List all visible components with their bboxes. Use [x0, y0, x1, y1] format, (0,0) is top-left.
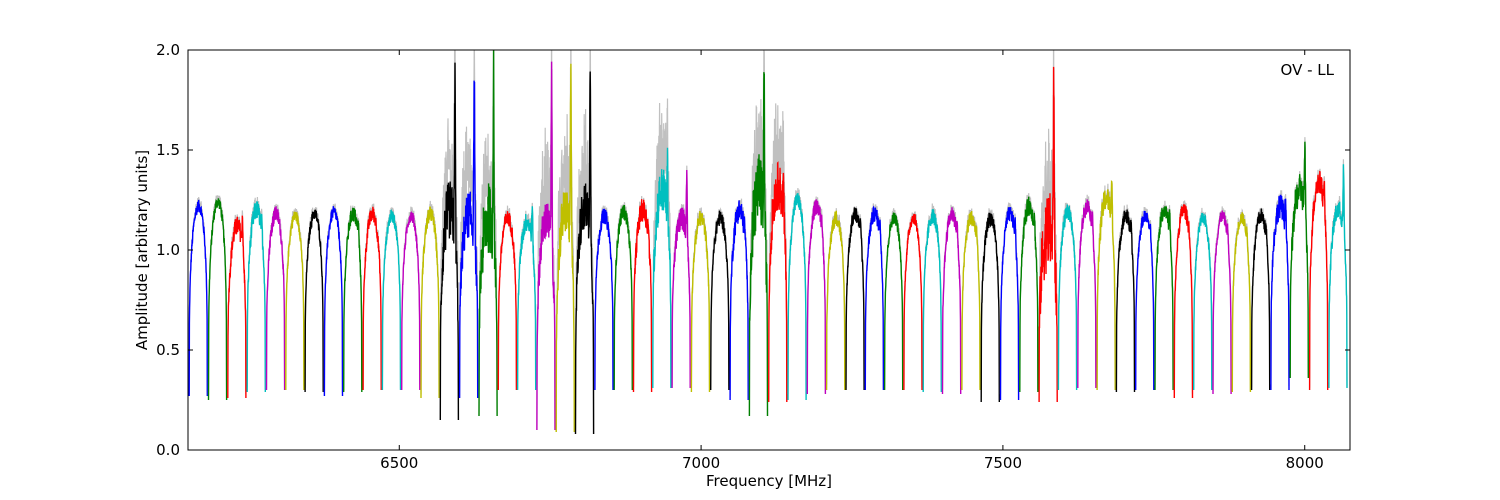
channel-line: [574, 71, 595, 435]
channel-line: [285, 211, 305, 391]
channel-line: [1308, 170, 1329, 391]
raw-channel-line: [884, 208, 904, 390]
x-tick-label: 8000: [1286, 454, 1324, 472]
raw-channel-line: [1057, 202, 1078, 390]
channel-line: [883, 212, 904, 391]
channel-line: [710, 210, 730, 391]
channel-line: [1115, 209, 1136, 393]
y-tick-label: 0.0: [156, 441, 180, 459]
y-tick-label: 1.0: [156, 241, 180, 259]
channel-line: [381, 209, 402, 391]
raw-channel-line: [497, 205, 517, 387]
raw-channel-line: [826, 208, 846, 387]
y-tick-label: 0.5: [156, 341, 180, 359]
channel-line: [864, 205, 885, 391]
channel-line: [516, 206, 537, 391]
channel-line: [1212, 210, 1232, 395]
channel-line: [555, 63, 575, 433]
channel-line: [748, 72, 769, 417]
raw-channel-line: [265, 203, 286, 389]
channel-line: [1096, 179, 1116, 391]
channel-line: [497, 211, 518, 391]
channel-line: [787, 193, 807, 401]
raw-channel-line: [1173, 200, 1194, 395]
channel-line: [478, 50, 498, 417]
channel-line: [690, 210, 711, 393]
y-axis: 0.0 0.5 1.0 1.5 2.0: [156, 41, 1350, 459]
raw-channel-line: [729, 198, 749, 399]
channel-line: [632, 199, 653, 393]
channel-line: [961, 210, 981, 391]
channel-line: [768, 161, 788, 403]
channel-line: [439, 62, 460, 421]
channel-line: [1077, 199, 1097, 389]
channel-line: [1057, 204, 1078, 391]
channel-line: [401, 210, 421, 391]
raw-channel-line: [304, 207, 324, 390]
channel-line: [265, 206, 286, 391]
raw-channel-line: [381, 207, 402, 389]
y-tick-label: 2.0: [156, 41, 180, 59]
channel-line: [1250, 208, 1271, 391]
x-axis: 6500 7000 7500 8000: [380, 50, 1324, 472]
raw-channel-line: [420, 200, 440, 395]
channel-line: [594, 208, 614, 391]
channel-line: [323, 206, 344, 397]
x-tick-label: 7000: [682, 454, 720, 472]
channel-line: [362, 206, 382, 391]
channel-line: [1038, 66, 1058, 403]
raw-channel-line: [1193, 207, 1213, 389]
channel-line: [980, 212, 1000, 403]
channel-line: [922, 208, 942, 393]
channel-line: [458, 80, 479, 399]
channel-line: [227, 215, 247, 399]
channel-line: [652, 147, 672, 389]
channel-line: [304, 209, 324, 393]
raw-channel-line: [690, 207, 711, 392]
series-layer: [188, 50, 1348, 435]
channel-line: [845, 207, 865, 391]
raw-channel-line: [401, 206, 421, 390]
y-axis-label: Amplitude [arbitrary units]: [133, 150, 151, 350]
x-axis-label: Frequency [MHz]: [706, 472, 832, 490]
channel-line: [999, 207, 1020, 401]
channel-line: [1193, 212, 1213, 391]
channel-line: [1135, 210, 1155, 391]
x-tick-label: 6500: [380, 454, 418, 472]
raw-channel-line: [787, 187, 807, 397]
channel-line: [941, 207, 962, 395]
raw-channel-line: [980, 208, 1000, 401]
channel-line: [903, 213, 923, 391]
polarization-annotation: OV - LL: [1281, 61, 1335, 79]
channel-line: [1270, 194, 1290, 391]
channel-line: [1154, 206, 1174, 391]
channel-line: [613, 204, 633, 391]
raw-channel-line: [362, 203, 382, 390]
channel-line: [729, 200, 749, 401]
channel-line: [671, 169, 691, 389]
channel-line: [825, 210, 846, 391]
channel-line: [1289, 141, 1309, 379]
channel-line: [1231, 212, 1252, 393]
channel-line: [536, 61, 556, 431]
channel-line: [1328, 164, 1348, 389]
raw-channel-line: [710, 207, 730, 390]
raw-channel-line: [922, 203, 942, 392]
channel-line: [188, 199, 208, 397]
channel-line: [343, 207, 363, 393]
y-tick-label: 1.5: [156, 141, 180, 159]
channel-line: [246, 201, 266, 393]
channel-line: [1173, 204, 1194, 399]
raw-channel-line: [285, 208, 305, 390]
channel-line: [1019, 196, 1039, 393]
channel-line: [806, 199, 827, 395]
raw-channel-line: [594, 205, 614, 389]
channel-line: [207, 198, 228, 401]
channel-line: [420, 206, 440, 399]
x-tick-label: 7500: [984, 454, 1022, 472]
